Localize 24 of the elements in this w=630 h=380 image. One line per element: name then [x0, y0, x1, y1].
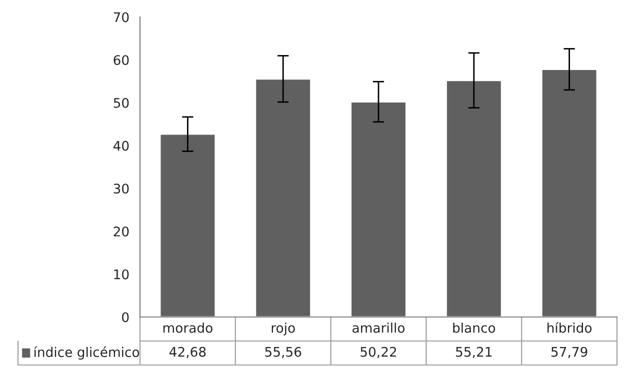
- y-tick-label: 70: [114, 12, 129, 22]
- y-tick-label: 50: [114, 98, 129, 108]
- bar: [540, 68, 598, 317]
- bar: [254, 78, 312, 317]
- bar: [159, 133, 216, 317]
- legend-label: índice glicémico: [34, 346, 140, 360]
- x-tick-label: híbrido: [548, 322, 592, 333]
- x-tick-label: morado: [163, 322, 212, 333]
- y-tick-label: 40: [113, 140, 129, 151]
- y-tick-label: 0: [122, 312, 129, 322]
- y-tick-label: 20: [114, 226, 129, 236]
- data-label: 50,22: [360, 346, 396, 358]
- data-label: 55,21: [456, 346, 492, 358]
- data-label: 55,56: [265, 346, 302, 358]
- x-tick-label: rojo: [272, 322, 295, 336]
- data-label: 57,79: [551, 346, 588, 358]
- data-label: 42,68: [169, 346, 206, 358]
- bar: [446, 80, 502, 317]
- y-tick-label: 30: [114, 184, 129, 194]
- bar: [350, 101, 407, 317]
- x-tick-label: amarillo: [352, 322, 405, 333]
- x-tick-label: blanco: [453, 322, 496, 333]
- y-tick-label: 60: [114, 55, 129, 66]
- y-tick-label: 10: [114, 269, 129, 280]
